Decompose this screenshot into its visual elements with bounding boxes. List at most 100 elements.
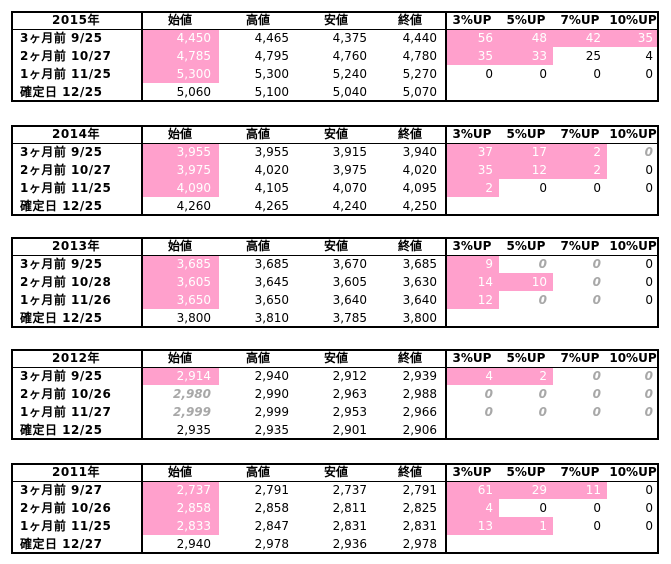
cell-open[interactable]: 4,090: [141, 179, 219, 197]
cell-up5[interactable]: 10: [499, 273, 553, 291]
row-label[interactable]: 確定日 12/25: [20, 423, 103, 437]
cell-open[interactable]: 3,605: [141, 273, 219, 291]
cell-up5[interactable]: 2: [499, 367, 553, 385]
column-header[interactable]: 3%UP: [452, 351, 492, 365]
cell-open[interactable]: 5,300: [141, 65, 219, 83]
column-header[interactable]: 始値: [167, 127, 192, 141]
cell-up5[interactable]: 12: [499, 161, 553, 179]
cell-close[interactable]: 2,791: [402, 483, 437, 497]
row-label[interactable]: 1ヶ月前 11/25: [20, 181, 112, 195]
row-label[interactable]: 1ヶ月前 11/25: [20, 67, 112, 81]
row-label[interactable]: 2ヶ月前 10/28: [20, 275, 112, 289]
column-header[interactable]: 安値: [323, 239, 348, 253]
column-header[interactable]: 5%UP: [506, 127, 546, 141]
cell-close[interactable]: 2,939: [402, 369, 437, 383]
cell-close[interactable]: 4,020: [402, 163, 437, 177]
cell-up5[interactable]: 0: [538, 387, 547, 401]
cell-high[interactable]: 4,465: [254, 31, 289, 45]
cell-up3[interactable]: 37: [445, 143, 499, 161]
cell-open[interactable]: 3,955: [141, 143, 219, 161]
cell-low[interactable]: 2,831: [332, 519, 367, 533]
cell-open[interactable]: 3,800: [176, 311, 211, 325]
column-header[interactable]: 10%UP: [609, 465, 657, 479]
cell-high[interactable]: 3,955: [254, 145, 289, 159]
cell-up5[interactable]: 0: [538, 405, 547, 419]
cell-up5[interactable]: 0: [539, 181, 547, 195]
cell-up10[interactable]: 0: [645, 275, 653, 289]
cell-open[interactable]: 3,975: [141, 161, 219, 179]
cell-low[interactable]: 2,901: [332, 423, 367, 437]
row-label[interactable]: 確定日 12/25: [20, 199, 103, 213]
cell-low[interactable]: 4,240: [332, 199, 367, 213]
cell-open[interactable]: 4,785: [141, 47, 219, 65]
column-header[interactable]: 5%UP: [506, 351, 546, 365]
column-header[interactable]: 始値: [167, 465, 192, 479]
column-header[interactable]: 終値: [397, 13, 422, 27]
cell-up3[interactable]: 9: [445, 255, 499, 273]
cell-low[interactable]: 2,912: [332, 369, 367, 383]
column-header[interactable]: 5%UP: [506, 13, 546, 27]
column-header[interactable]: 7%UP: [560, 351, 600, 365]
cell-up10[interactable]: [607, 309, 659, 327]
cell-up10[interactable]: 0: [645, 519, 653, 533]
cell-up7[interactable]: 0: [592, 293, 601, 307]
cell-up7[interactable]: 42: [553, 29, 607, 47]
cell-up7[interactable]: 0: [592, 369, 601, 383]
column-header[interactable]: 始値: [167, 351, 192, 365]
column-header[interactable]: 高値: [245, 239, 270, 253]
cell-open[interactable]: 2,914: [141, 367, 219, 385]
cell-up10[interactable]: [607, 535, 659, 553]
row-label[interactable]: 3ヶ月前 9/25: [20, 31, 103, 45]
cell-up7[interactable]: [553, 309, 607, 327]
cell-up3[interactable]: [445, 309, 499, 327]
cell-up7[interactable]: 2: [553, 143, 607, 161]
cell-high[interactable]: 3,685: [254, 257, 289, 271]
cell-high[interactable]: 4,265: [254, 199, 289, 213]
year-title[interactable]: 2015年: [52, 13, 100, 27]
cell-high[interactable]: 5,100: [254, 85, 289, 99]
cell-up10[interactable]: 4: [645, 49, 653, 63]
cell-up5[interactable]: 0: [538, 257, 547, 271]
cell-close[interactable]: 2,988: [402, 387, 437, 401]
cell-up5[interactable]: 33: [499, 47, 553, 65]
cell-up7[interactable]: 0: [593, 181, 601, 195]
cell-close[interactable]: 4,250: [402, 199, 437, 213]
cell-high[interactable]: 2,999: [254, 405, 289, 419]
year-title[interactable]: 2013年: [52, 239, 100, 253]
column-header[interactable]: 7%UP: [560, 239, 600, 253]
cell-close[interactable]: 2,831: [402, 519, 437, 533]
row-label[interactable]: 2ヶ月前 10/27: [20, 163, 112, 177]
cell-high[interactable]: 4,020: [254, 163, 289, 177]
cell-high[interactable]: 2,847: [254, 519, 289, 533]
cell-low[interactable]: 2,737: [332, 483, 367, 497]
column-header[interactable]: 3%UP: [452, 127, 492, 141]
column-header[interactable]: 10%UP: [609, 351, 657, 365]
cell-up5[interactable]: [499, 83, 553, 101]
row-label[interactable]: 2ヶ月前 10/26: [20, 501, 112, 515]
cell-close[interactable]: 3,630: [402, 275, 437, 289]
cell-up10[interactable]: 0: [644, 387, 653, 401]
row-label[interactable]: 2ヶ月前 10/27: [20, 49, 112, 63]
cell-up3[interactable]: 12: [445, 291, 499, 309]
cell-up5[interactable]: 0: [539, 67, 547, 81]
cell-up5[interactable]: [499, 535, 553, 553]
row-label[interactable]: 1ヶ月前 11/26: [20, 293, 112, 307]
cell-high[interactable]: 3,650: [254, 293, 289, 307]
cell-low[interactable]: 4,070: [332, 181, 367, 195]
column-header[interactable]: 安値: [323, 465, 348, 479]
column-header[interactable]: 10%UP: [609, 127, 657, 141]
cell-up7[interactable]: [553, 83, 607, 101]
row-label[interactable]: 3ヶ月前 9/25: [20, 369, 103, 383]
cell-up7[interactable]: 0: [592, 275, 601, 289]
column-header[interactable]: 10%UP: [609, 239, 657, 253]
column-header[interactable]: 高値: [245, 351, 270, 365]
cell-low[interactable]: 4,760: [332, 49, 367, 63]
cell-high[interactable]: 4,795: [254, 49, 289, 63]
cell-close[interactable]: 2,978: [402, 537, 437, 551]
cell-up5[interactable]: [499, 197, 553, 215]
cell-up3[interactable]: 56: [445, 29, 499, 47]
cell-up10[interactable]: 0: [645, 163, 653, 177]
cell-up5[interactable]: 48: [499, 29, 553, 47]
column-header[interactable]: 終値: [397, 127, 422, 141]
row-label[interactable]: 3ヶ月前 9/25: [20, 145, 103, 159]
